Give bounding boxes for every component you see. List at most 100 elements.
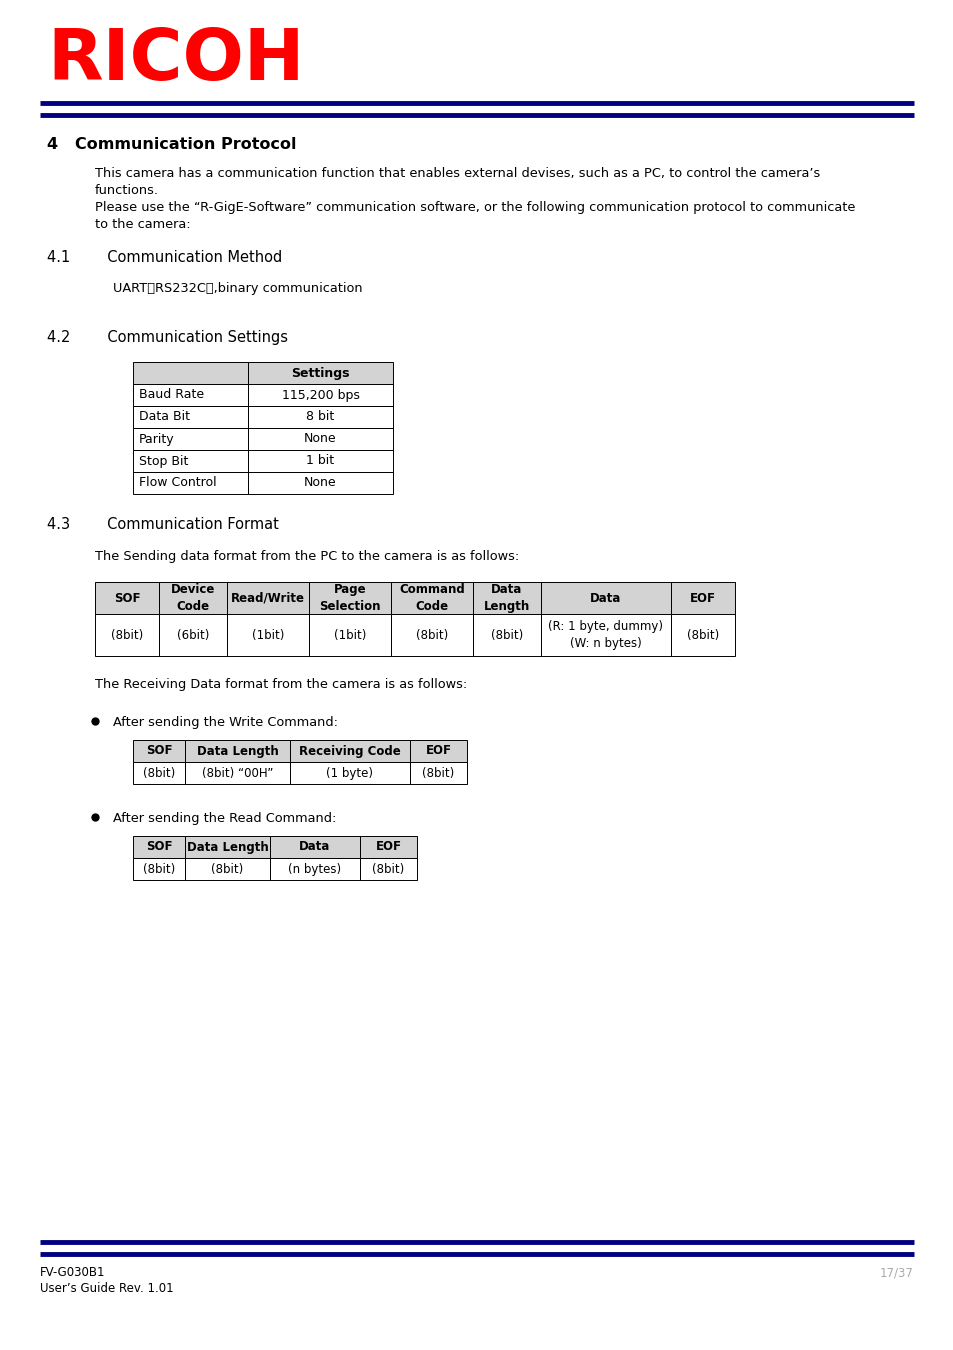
Bar xyxy=(290,740,410,761)
Text: Device
Code: Device Code xyxy=(171,583,215,613)
Bar xyxy=(270,836,359,859)
Text: After sending the Write Command:: After sending the Write Command: xyxy=(112,716,337,729)
Bar xyxy=(270,859,359,880)
Bar xyxy=(670,582,734,614)
Text: 4.1        Communication Method: 4.1 Communication Method xyxy=(47,250,282,265)
Text: (1bit): (1bit) xyxy=(334,629,366,641)
Bar xyxy=(159,614,227,656)
Bar xyxy=(185,836,270,859)
Bar xyxy=(670,614,734,656)
Text: Flow Control: Flow Control xyxy=(139,477,216,490)
Bar xyxy=(248,362,393,383)
Text: Data: Data xyxy=(299,841,331,853)
Text: EOF: EOF xyxy=(375,841,401,853)
Text: 8 bit: 8 bit xyxy=(306,410,335,424)
Text: SOF: SOF xyxy=(146,841,172,853)
Text: (8bit): (8bit) xyxy=(212,863,243,876)
Bar xyxy=(309,582,391,614)
Text: EOF: EOF xyxy=(689,591,716,605)
Text: Data
Length: Data Length xyxy=(483,583,530,613)
Text: 4.2        Communication Settings: 4.2 Communication Settings xyxy=(47,329,288,346)
Text: None: None xyxy=(304,432,336,446)
Bar xyxy=(473,614,540,656)
Text: Data Length: Data Length xyxy=(187,841,268,853)
Bar xyxy=(95,614,159,656)
Text: (8bit) “00H”: (8bit) “00H” xyxy=(202,767,273,779)
Text: Parity: Parity xyxy=(139,432,174,446)
Bar xyxy=(185,761,290,784)
Bar xyxy=(359,836,416,859)
Text: (1bit): (1bit) xyxy=(252,629,284,641)
Text: Receiving Code: Receiving Code xyxy=(299,744,400,757)
Text: 4   Communication Protocol: 4 Communication Protocol xyxy=(47,136,296,153)
Text: This camera has a communication function that enables external devises, such as : This camera has a communication function… xyxy=(95,167,820,180)
Bar xyxy=(159,582,227,614)
Text: (8bit): (8bit) xyxy=(422,767,455,779)
Text: RICOH: RICOH xyxy=(47,26,304,94)
Text: (8bit): (8bit) xyxy=(491,629,522,641)
Bar xyxy=(473,582,540,614)
Text: Command
Code: Command Code xyxy=(398,583,464,613)
Bar xyxy=(290,761,410,784)
Text: Settings: Settings xyxy=(291,366,350,379)
Bar xyxy=(359,859,416,880)
Text: Please use the “R-GigE-Software” communication software, or the following commun: Please use the “R-GigE-Software” communi… xyxy=(95,201,855,215)
Bar xyxy=(248,472,393,494)
Bar xyxy=(248,428,393,450)
Bar xyxy=(132,383,248,406)
Text: 115,200 bps: 115,200 bps xyxy=(281,389,359,401)
Text: Page
Selection: Page Selection xyxy=(319,583,380,613)
Bar xyxy=(248,383,393,406)
Bar xyxy=(309,614,391,656)
Text: UART（RS232C）,binary communication: UART（RS232C）,binary communication xyxy=(112,282,362,296)
Bar xyxy=(410,740,467,761)
Bar xyxy=(132,428,248,450)
Text: User’s Guide Rev. 1.01: User’s Guide Rev. 1.01 xyxy=(40,1282,173,1295)
Bar xyxy=(132,836,185,859)
Text: Data Bit: Data Bit xyxy=(139,410,190,424)
Text: Stop Bit: Stop Bit xyxy=(139,455,188,467)
Text: (8bit): (8bit) xyxy=(143,767,175,779)
Text: (8bit): (8bit) xyxy=(372,863,404,876)
Bar xyxy=(410,761,467,784)
Text: (1 byte): (1 byte) xyxy=(326,767,374,779)
Bar xyxy=(132,859,185,880)
Bar xyxy=(185,740,290,761)
Bar xyxy=(95,582,159,614)
Bar xyxy=(391,614,473,656)
Text: EOF: EOF xyxy=(425,744,451,757)
Text: SOF: SOF xyxy=(113,591,140,605)
Text: (8bit): (8bit) xyxy=(143,863,175,876)
Text: (n bytes): (n bytes) xyxy=(288,863,341,876)
Bar xyxy=(227,614,309,656)
Text: The Receiving Data format from the camera is as follows:: The Receiving Data format from the camer… xyxy=(95,678,467,691)
Text: 4.3        Communication Format: 4.3 Communication Format xyxy=(47,517,278,532)
Bar xyxy=(540,582,670,614)
Bar xyxy=(227,582,309,614)
Text: Data Length: Data Length xyxy=(196,744,278,757)
Text: SOF: SOF xyxy=(146,744,172,757)
Bar xyxy=(248,450,393,472)
Text: functions.: functions. xyxy=(95,184,159,197)
Bar xyxy=(132,450,248,472)
Bar xyxy=(391,582,473,614)
Text: (R: 1 byte, dummy)
(W: n bytes): (R: 1 byte, dummy) (W: n bytes) xyxy=(548,620,662,649)
Bar xyxy=(132,472,248,494)
Text: to the camera:: to the camera: xyxy=(95,217,191,231)
Bar xyxy=(132,362,248,383)
Text: FV-G030B1: FV-G030B1 xyxy=(40,1266,106,1278)
Text: 1 bit: 1 bit xyxy=(306,455,335,467)
Text: None: None xyxy=(304,477,336,490)
Bar xyxy=(540,614,670,656)
Text: Read/Write: Read/Write xyxy=(231,591,305,605)
Text: Data: Data xyxy=(590,591,621,605)
Text: The Sending data format from the PC to the camera is as follows:: The Sending data format from the PC to t… xyxy=(95,549,518,563)
Bar xyxy=(132,761,185,784)
Bar xyxy=(132,740,185,761)
Bar xyxy=(132,406,248,428)
Text: Baud Rate: Baud Rate xyxy=(139,389,204,401)
Text: (8bit): (8bit) xyxy=(111,629,143,641)
Text: (6bit): (6bit) xyxy=(176,629,209,641)
Text: 17/37: 17/37 xyxy=(880,1266,913,1278)
Bar xyxy=(248,406,393,428)
